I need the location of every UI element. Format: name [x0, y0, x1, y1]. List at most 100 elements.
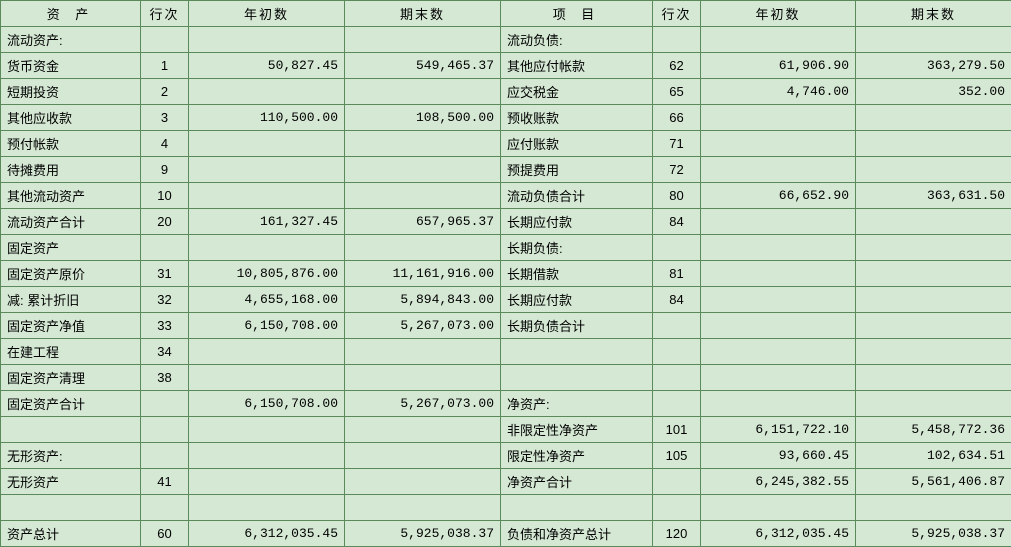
cell-end2	[856, 339, 1011, 365]
cell-asset	[1, 417, 141, 443]
cell-begin1	[189, 183, 345, 209]
cell-line1	[141, 443, 189, 469]
header-end1: 期末数	[345, 1, 501, 27]
cell-begin1: 10,805,876.00	[189, 261, 345, 287]
cell-asset: 短期投资	[1, 79, 141, 105]
cell-asset: 流动资产:	[1, 27, 141, 53]
cell-item: 流动负债:	[501, 27, 653, 53]
cell-item: 长期应付款	[501, 287, 653, 313]
cell-end2	[856, 209, 1011, 235]
cell-line1: 2	[141, 79, 189, 105]
header-begin1: 年初数	[189, 1, 345, 27]
cell-asset: 流动资产合计	[1, 209, 141, 235]
cell-end2	[856, 365, 1011, 391]
table-row: 预付帐款4应付账款71	[1, 131, 1011, 157]
cell-line1: 60	[141, 521, 189, 547]
table-row: 固定资产清理38	[1, 365, 1011, 391]
header-line2: 行次	[653, 1, 701, 27]
cell-asset: 其他流动资产	[1, 183, 141, 209]
cell-line2: 84	[653, 209, 701, 235]
cell-item: 非限定性净资产	[501, 417, 653, 443]
cell-begin1	[189, 131, 345, 157]
cell-begin1: 110,500.00	[189, 105, 345, 131]
header-row: 资 产 行次 年初数 期末数 项 目 行次 年初数 期末数	[1, 1, 1011, 27]
cell-end1: 549,465.37	[345, 53, 501, 79]
cell-end2: 5,925,038.37	[856, 521, 1011, 547]
cell-end2	[856, 287, 1011, 313]
cell-asset: 固定资产	[1, 235, 141, 261]
cell-end2	[856, 391, 1011, 417]
cell-begin2	[701, 287, 856, 313]
cell-line1	[141, 495, 189, 521]
cell-end2: 363,279.50	[856, 53, 1011, 79]
table-row: 流动资产合计20161,327.45657,965.37长期应付款84	[1, 209, 1011, 235]
cell-begin2	[701, 235, 856, 261]
cell-begin2	[701, 365, 856, 391]
cell-end1	[345, 495, 501, 521]
table-row	[1, 495, 1011, 521]
table-body: 流动资产:流动负债:货币资金150,827.45549,465.37其他应付帐款…	[1, 27, 1011, 547]
cell-line1: 3	[141, 105, 189, 131]
cell-asset	[1, 495, 141, 521]
cell-end1: 657,965.37	[345, 209, 501, 235]
cell-end2	[856, 261, 1011, 287]
cell-line1: 4	[141, 131, 189, 157]
cell-line1: 31	[141, 261, 189, 287]
table-row: 流动资产: 流动负债:	[1, 27, 1011, 53]
table-row: 无形资产41净资产合计6,245,382.555,561,406.87	[1, 469, 1011, 495]
table-row: 其他应收款3110,500.00108,500.00预收账款66	[1, 105, 1011, 131]
cell-line2: 101	[653, 417, 701, 443]
table-row: 无形资产:限定性净资产10593,660.45102,634.51	[1, 443, 1011, 469]
header-line1: 行次	[141, 1, 189, 27]
cell-asset: 其他应收款	[1, 105, 141, 131]
cell-asset: 固定资产原价	[1, 261, 141, 287]
cell-line1	[141, 235, 189, 261]
cell-begin1	[189, 495, 345, 521]
cell-item: 应付账款	[501, 131, 653, 157]
cell-end2	[856, 157, 1011, 183]
cell-asset: 货币资金	[1, 53, 141, 79]
cell-line2: 80	[653, 183, 701, 209]
cell-asset: 在建工程	[1, 339, 141, 365]
cell-item	[501, 365, 653, 391]
cell-end1: 5,267,073.00	[345, 391, 501, 417]
cell-item	[501, 495, 653, 521]
cell-begin2: 6,151,722.10	[701, 417, 856, 443]
cell-line2: 62	[653, 53, 701, 79]
cell-begin2: 4,746.00	[701, 79, 856, 105]
header-item: 项 目	[501, 1, 653, 27]
cell-begin1: 50,827.45	[189, 53, 345, 79]
cell-line2	[653, 495, 701, 521]
cell-asset: 无形资产	[1, 469, 141, 495]
cell-begin1: 161,327.45	[189, 209, 345, 235]
cell-line2	[653, 339, 701, 365]
cell-end1	[345, 469, 501, 495]
cell-item: 净资产:	[501, 391, 653, 417]
table-row: 固定资产合计6,150,708.005,267,073.00净资产:	[1, 391, 1011, 417]
cell-end1	[345, 417, 501, 443]
cell-begin1	[189, 443, 345, 469]
cell-begin1	[189, 235, 345, 261]
cell-line1: 20	[141, 209, 189, 235]
cell-begin2: 6,312,035.45	[701, 521, 856, 547]
cell-line2: 84	[653, 287, 701, 313]
cell-begin2	[701, 495, 856, 521]
cell-end2	[856, 313, 1011, 339]
cell-end2	[856, 495, 1011, 521]
cell-begin1	[189, 157, 345, 183]
cell-begin2	[701, 131, 856, 157]
cell-asset: 无形资产:	[1, 443, 141, 469]
header-end2: 期末数	[856, 1, 1011, 27]
cell-end2: 5,458,772.36	[856, 417, 1011, 443]
cell-line2: 72	[653, 157, 701, 183]
cell-line2	[653, 391, 701, 417]
cell-line2: 120	[653, 521, 701, 547]
cell-end1	[345, 183, 501, 209]
cell-begin2	[701, 27, 856, 53]
cell-asset: 固定资产合计	[1, 391, 141, 417]
cell-line2	[653, 27, 701, 53]
cell-begin2	[701, 313, 856, 339]
cell-end1	[345, 79, 501, 105]
cell-begin2: 6,245,382.55	[701, 469, 856, 495]
cell-line2	[653, 313, 701, 339]
